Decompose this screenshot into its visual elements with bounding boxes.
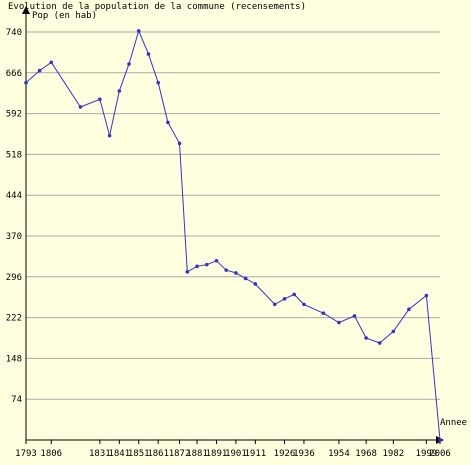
y-tick-label: 592 [6, 110, 22, 120]
y-tick-label: 444 [6, 191, 22, 201]
data-point [195, 264, 199, 269]
x-tick-label: 1901 [225, 449, 247, 459]
y-tick-label: 74 [11, 395, 22, 405]
data-point [136, 29, 141, 33]
y-axis-arrow [22, 6, 30, 14]
x-tick-label: 1881 [186, 449, 208, 459]
data-point [24, 80, 28, 85]
y-tick-label: 370 [6, 232, 22, 242]
data-point [243, 276, 248, 281]
x-tick-label: 1861 [147, 449, 169, 459]
data-point [146, 52, 151, 56]
grid-lines [26, 31, 440, 400]
data-point [49, 60, 54, 65]
x-tick-label: 1999 [416, 449, 438, 459]
y-tick-label: 148 [6, 354, 22, 364]
data-point [166, 120, 170, 125]
x-tick-label: 2006 [429, 449, 451, 459]
data-point [156, 80, 160, 85]
data-point [127, 62, 131, 66]
data-point [78, 105, 83, 109]
data-point [204, 262, 209, 267]
x-tick-label: 1911 [245, 449, 267, 459]
data-point [185, 270, 190, 274]
data-point [352, 314, 357, 318]
x-tick-label: 1891 [206, 449, 228, 459]
data-point [302, 302, 306, 307]
y-tick-label: 666 [6, 69, 22, 79]
x-tick-label: 1806 [40, 449, 62, 459]
data-point [177, 141, 182, 146]
data-point [37, 68, 42, 73]
y-tick-label: 222 [6, 314, 22, 324]
x-tick-label: 1936 [293, 449, 315, 459]
population-series [24, 29, 442, 442]
data-point [272, 302, 277, 307]
y-tick-label: 518 [6, 150, 22, 160]
data-point [377, 341, 382, 345]
data-point [214, 259, 219, 263]
series-line [25, 29, 441, 441]
data-point [321, 311, 326, 315]
x-axis-label: Annee [440, 418, 467, 428]
data-point [117, 89, 122, 93]
data-point [98, 97, 102, 102]
y-axis-label: Pop (en hab) [32, 11, 97, 21]
data-point [391, 329, 396, 334]
y-tick-label: 740 [6, 28, 22, 38]
x-tick-label: 1793 [15, 449, 37, 459]
data-point [282, 297, 287, 301]
data-point [292, 292, 297, 297]
data-point [107, 133, 112, 138]
x-tick-label: 1982 [383, 449, 405, 459]
data-point [364, 336, 368, 340]
x-tick-label: 1831 [89, 449, 111, 459]
data-point [424, 293, 429, 298]
data-point [234, 271, 238, 275]
x-tick-label: 1954 [328, 449, 350, 459]
x-tick-label: 1968 [355, 449, 377, 459]
data-point [337, 320, 341, 325]
x-tick-label: 1851 [128, 449, 150, 459]
axis-ticks: 74 148 222 296 370 444 518 592 666 740 1793 1806 183… [6, 28, 451, 459]
y-tick-label: 296 [6, 273, 22, 283]
data-point [407, 307, 411, 312]
data-point [438, 438, 442, 442]
x-tick-label: 1872 [169, 449, 191, 459]
data-point [224, 268, 228, 272]
x-tick-label: 1841 [108, 449, 130, 459]
chart-title: Evolution de la population de la commune… [8, 2, 306, 12]
x-tick-label: 1926 [274, 449, 296, 459]
data-point [253, 282, 258, 286]
